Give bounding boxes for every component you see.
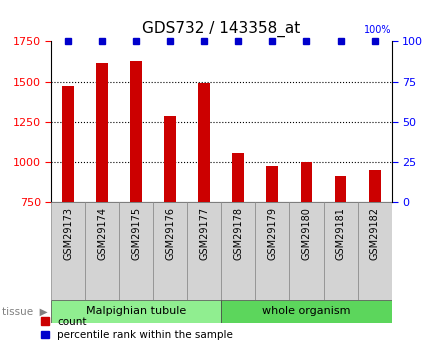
- Text: GSM29179: GSM29179: [267, 207, 277, 260]
- Text: 100%: 100%: [364, 25, 392, 35]
- Text: GSM29176: GSM29176: [166, 207, 175, 260]
- Text: GSM29181: GSM29181: [336, 207, 345, 260]
- Bar: [96, 63, 108, 202]
- Text: whole organism: whole organism: [262, 306, 351, 316]
- Bar: [130, 61, 142, 202]
- Bar: [153, 202, 187, 300]
- Text: GSM29173: GSM29173: [63, 207, 73, 260]
- Bar: [368, 170, 380, 202]
- Text: GSM29174: GSM29174: [97, 207, 107, 260]
- Bar: [358, 202, 392, 300]
- Text: Malpighian tubule: Malpighian tubule: [86, 306, 186, 316]
- Bar: [51, 300, 222, 323]
- Bar: [62, 86, 74, 202]
- Bar: [198, 83, 210, 202]
- Bar: [290, 202, 324, 300]
- Bar: [324, 202, 358, 300]
- Text: GSM29182: GSM29182: [370, 207, 380, 260]
- Text: GSM29178: GSM29178: [234, 207, 243, 260]
- Title: GDS732 / 143358_at: GDS732 / 143358_at: [142, 21, 300, 37]
- Bar: [187, 202, 222, 300]
- Bar: [222, 300, 392, 323]
- Bar: [164, 116, 176, 202]
- Legend: count, percentile rank within the sample: count, percentile rank within the sample: [41, 317, 233, 340]
- Bar: [119, 202, 153, 300]
- Bar: [335, 176, 347, 202]
- Bar: [232, 153, 244, 202]
- Bar: [85, 202, 119, 300]
- Text: GSM29180: GSM29180: [302, 207, 312, 260]
- Text: GSM29177: GSM29177: [199, 207, 209, 260]
- Bar: [300, 162, 312, 202]
- Bar: [255, 202, 290, 300]
- Bar: [222, 202, 255, 300]
- Text: tissue  ▶: tissue ▶: [2, 306, 48, 316]
- Text: GSM29175: GSM29175: [131, 207, 141, 260]
- Bar: [267, 166, 279, 202]
- Bar: [51, 202, 85, 300]
